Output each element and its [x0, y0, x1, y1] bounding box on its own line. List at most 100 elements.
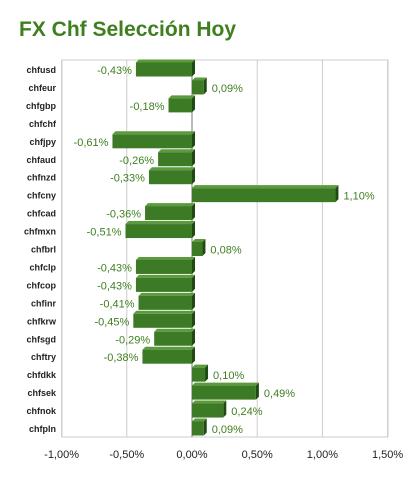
- category-label: chfsek: [27, 388, 57, 398]
- bar-front: [192, 403, 224, 418]
- category-label: chfmxn: [24, 227, 56, 237]
- x-tick-label: 0,50%: [242, 449, 273, 461]
- bar-side: [192, 95, 195, 113]
- bar: [192, 382, 259, 400]
- bar-front: [168, 98, 192, 113]
- value-label: -0,38%: [104, 352, 139, 364]
- bar-side: [192, 167, 195, 185]
- bar: [192, 364, 209, 382]
- bar-top: [112, 131, 195, 135]
- bar: [192, 400, 227, 418]
- bar-top: [133, 310, 195, 314]
- value-label: -0,36%: [106, 209, 141, 221]
- bar-front: [135, 62, 192, 77]
- bar-side: [203, 418, 207, 436]
- category-label: chfclp: [29, 262, 56, 272]
- bar: [154, 328, 195, 346]
- bar: [192, 239, 206, 256]
- bar-front: [135, 259, 192, 274]
- value-label: -0,18%: [130, 101, 165, 113]
- bar-front: [125, 224, 192, 239]
- value-label: 0,49%: [264, 388, 295, 400]
- category-label: chfusd: [26, 65, 56, 75]
- bar-side: [223, 400, 227, 418]
- value-label: -0,26%: [119, 155, 154, 167]
- value-label: 0,10%: [213, 370, 244, 382]
- bar-front: [145, 206, 192, 221]
- bar-top: [135, 256, 195, 260]
- category-label: chfchf: [29, 119, 57, 129]
- value-label: -0,33%: [110, 173, 145, 185]
- value-label: 0,24%: [231, 406, 262, 418]
- bar-front: [192, 385, 256, 400]
- bar-top: [125, 221, 195, 225]
- value-label: -0,43%: [97, 280, 132, 292]
- bar-top: [142, 346, 195, 350]
- bar-side: [192, 292, 195, 310]
- bar-side: [335, 185, 339, 203]
- chart-title: FX Chf Selección Hoy: [19, 18, 237, 41]
- bar-side: [192, 328, 195, 346]
- value-label: 1,10%: [343, 191, 374, 203]
- value-label: 0,09%: [212, 424, 243, 436]
- bar-front: [154, 331, 192, 346]
- category-label: chfaud: [26, 155, 56, 165]
- bar-front: [192, 367, 206, 382]
- bar-front: [192, 421, 204, 436]
- bar-side: [192, 131, 195, 149]
- bar-front: [135, 277, 192, 292]
- category-label: chfcop: [26, 280, 56, 290]
- bar-top: [158, 149, 195, 153]
- value-label: 0,08%: [210, 245, 241, 257]
- bar-front: [158, 152, 192, 167]
- category-label: chfdkk: [27, 370, 57, 380]
- category-label: chfcny: [27, 191, 56, 201]
- bar-side: [192, 149, 195, 167]
- bar-top: [145, 203, 195, 207]
- x-tick-label: 0,00%: [176, 449, 207, 461]
- category-label: chfbrl: [31, 245, 56, 255]
- bar: [148, 167, 195, 185]
- bar-side: [255, 382, 259, 400]
- category-label: chfkrw: [27, 316, 57, 326]
- bar: [135, 274, 195, 292]
- bar: [135, 256, 195, 274]
- category-label: chfgbp: [26, 101, 56, 111]
- bar-front: [142, 349, 192, 364]
- category-label: chfinr: [31, 298, 56, 308]
- value-label: -0,41%: [100, 298, 135, 310]
- x-tick-label: 1,00%: [307, 449, 338, 461]
- value-label: -0,43%: [97, 65, 132, 77]
- bar-side: [202, 239, 206, 256]
- value-label: 0,09%: [212, 83, 243, 95]
- category-label: chfeur: [28, 83, 56, 93]
- category-label: chfnzd: [27, 173, 56, 183]
- bar: [133, 310, 195, 328]
- bar-top: [192, 400, 227, 404]
- category-label: chfpln: [29, 424, 56, 434]
- bar-top: [154, 328, 195, 332]
- bar-side: [192, 203, 195, 221]
- bar-top: [192, 418, 207, 422]
- bar-side: [192, 274, 195, 292]
- value-label: -0,61%: [74, 137, 109, 149]
- bar-front: [112, 134, 192, 149]
- bar: [158, 149, 195, 167]
- bar: [138, 292, 195, 310]
- bar-front: [148, 170, 192, 185]
- value-label: -0,43%: [97, 262, 132, 274]
- category-label: chftry: [31, 352, 56, 362]
- x-tick-label: -1,00%: [44, 449, 79, 461]
- value-label: -0,29%: [115, 334, 150, 346]
- bar: [135, 59, 195, 77]
- bar-front: [133, 313, 192, 328]
- bar-top: [192, 364, 209, 368]
- bar-top: [192, 77, 207, 81]
- category-label: chfcad: [27, 209, 56, 219]
- bar-front: [138, 295, 192, 310]
- bar-top: [192, 382, 259, 386]
- bar: [142, 346, 195, 364]
- bar-side: [192, 221, 195, 239]
- value-label: -0,51%: [87, 227, 122, 239]
